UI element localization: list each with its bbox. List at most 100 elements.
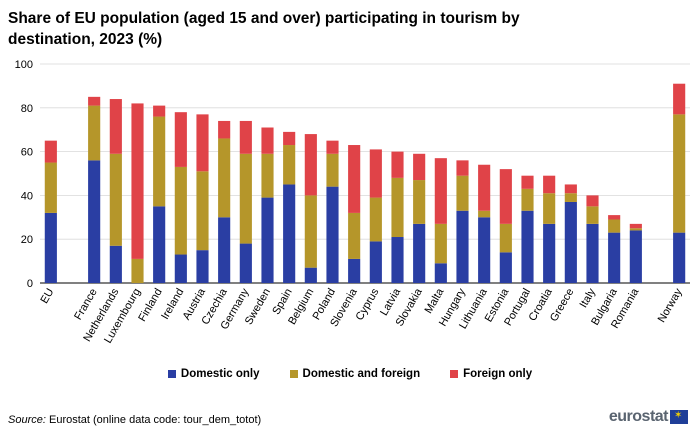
y-tick-label: 100 (15, 59, 33, 71)
bar-domestic-and-foreign (586, 206, 599, 224)
bar-foreign-only (391, 151, 404, 178)
eurostat-logo: eurostat (609, 408, 688, 426)
legend-label-foreign-only: Foreign only (463, 368, 533, 380)
bar-domestic-only (673, 232, 686, 283)
bar-domestic-and-foreign (109, 153, 122, 246)
source-text: Eurostat (online data code: tour_dem_tot… (48, 414, 262, 426)
bar-domestic-only (586, 223, 599, 283)
bar-domestic-only (174, 254, 187, 283)
bar-domestic-and-foreign (499, 223, 512, 253)
bar-domestic-only (218, 217, 231, 283)
y-tick-label: 0 (27, 278, 33, 290)
bar-domestic-only (88, 160, 101, 283)
bar-foreign-only (348, 145, 361, 213)
bar-foreign-only (261, 127, 274, 154)
bar-foreign-only (434, 158, 447, 224)
legend-item-foreign-only: Foreign only (450, 368, 532, 380)
bar-domestic-only (543, 223, 556, 283)
x-tick-label: Italy (578, 286, 599, 310)
y-tick-label: 20 (21, 234, 33, 246)
bar-domestic-and-foreign (153, 116, 166, 207)
bar-foreign-only (564, 184, 577, 194)
bar-domestic-and-foreign (608, 219, 621, 233)
bar-domestic-only (521, 210, 534, 283)
bar-foreign-only (304, 134, 317, 196)
bar-domestic-and-foreign (304, 195, 317, 268)
bar-domestic-only (304, 267, 317, 283)
bar-domestic-only (629, 230, 642, 283)
bar-domestic-and-foreign (174, 166, 187, 255)
bar-foreign-only (153, 105, 166, 117)
bar-domestic-only (348, 258, 361, 283)
legend-item-domestic-and-foreign: Domestic and foreign (289, 368, 421, 380)
bar-domestic-only (261, 197, 274, 283)
legend-swatch-foreign-only (450, 370, 459, 378)
bar-foreign-only (109, 99, 122, 154)
bar-domestic-and-foreign (543, 193, 556, 224)
bar-domestic-only (44, 212, 57, 283)
chart-legend: Domestic only Domestic and foreign Forei… (0, 368, 700, 380)
bar-domestic-only (391, 237, 404, 283)
bar-domestic-and-foreign (88, 105, 101, 161)
source-label: Source: (8, 414, 46, 426)
bar-domestic-only (369, 241, 382, 283)
bar-domestic-and-foreign (326, 153, 339, 187)
bar-domestic-only (413, 223, 426, 283)
bar-domestic-and-foreign (434, 223, 447, 264)
bar-foreign-only (673, 83, 686, 115)
bar-domestic-and-foreign (629, 228, 642, 231)
bar-foreign-only (239, 120, 252, 154)
bar-domestic-only (608, 232, 621, 283)
bar-foreign-only (218, 120, 231, 139)
bar-foreign-only (326, 140, 339, 154)
bar-foreign-only (131, 103, 144, 259)
bar-foreign-only (543, 175, 556, 194)
bar-foreign-only (413, 153, 426, 181)
bar-foreign-only (283, 131, 296, 146)
bar-foreign-only (174, 112, 187, 167)
bar-domestic-and-foreign (478, 210, 491, 218)
bar-domestic-and-foreign (521, 188, 534, 211)
bar-foreign-only (88, 96, 101, 106)
bar-domestic-and-foreign (44, 162, 57, 213)
bar-foreign-only (499, 169, 512, 224)
bar-domestic-and-foreign (239, 153, 252, 244)
bar-foreign-only (369, 149, 382, 198)
bar-domestic-and-foreign (391, 177, 404, 238)
source-note: Source: Eurostat (online data code: tour… (8, 414, 261, 426)
legend-label-domestic-and-foreign: Domestic and foreign (302, 368, 421, 380)
bar-domestic-only (196, 250, 209, 283)
bar-domestic-only (499, 252, 512, 283)
bar-foreign-only (629, 223, 642, 229)
bar-foreign-only (586, 195, 599, 207)
bar-domestic-only (456, 210, 469, 283)
bar-domestic-and-foreign (131, 258, 144, 283)
bar-foreign-only (478, 164, 491, 211)
bar-foreign-only (196, 114, 209, 172)
y-tick-label: 60 (21, 147, 33, 159)
bar-domestic-and-foreign (673, 114, 686, 233)
bar-domestic-only (109, 245, 122, 283)
x-tick-label: EU (38, 286, 56, 305)
bar-domestic-and-foreign (261, 153, 274, 198)
bar-domestic-and-foreign (196, 171, 209, 251)
bar-domestic-only (326, 186, 339, 283)
legend-swatch-domestic-and-foreign (289, 370, 298, 378)
bar-foreign-only (456, 160, 469, 176)
bar-foreign-only (521, 175, 534, 189)
eu-flag-icon (670, 410, 688, 424)
bar-domestic-only (434, 263, 447, 283)
bar-domestic-only (283, 184, 296, 283)
bar-domestic-only (564, 201, 577, 283)
x-tick-label: Norway (656, 286, 685, 325)
bar-domestic-and-foreign (218, 138, 231, 218)
bar-domestic-and-foreign (564, 193, 577, 202)
legend-label-domestic-only: Domestic only (180, 368, 260, 380)
y-tick-label: 80 (21, 103, 33, 115)
legend-swatch-domestic-only (167, 370, 176, 378)
chart-title: Share of EU population (aged 15 and over… (8, 10, 520, 48)
bar-foreign-only (44, 140, 57, 163)
bar-domestic-and-foreign (369, 197, 382, 242)
bar-foreign-only (608, 215, 621, 220)
